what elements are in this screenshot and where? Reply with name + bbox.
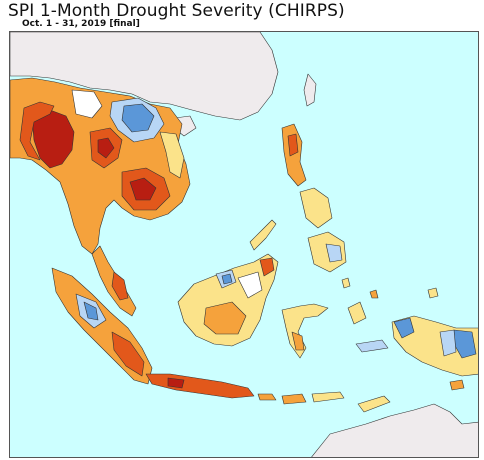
map-title: SPI 1-Month Drought Severity (CHIRPS) xyxy=(8,1,345,21)
palawan-island xyxy=(249,219,277,251)
bali-lombok-islands xyxy=(257,393,277,401)
thailand-extreme-patch xyxy=(97,137,115,159)
seram-island xyxy=(355,339,389,353)
halmahera-island xyxy=(347,301,367,325)
cambodia-extreme-patch xyxy=(129,177,157,201)
new-guinea-wet-ring xyxy=(439,329,457,357)
neutral-area-north xyxy=(71,89,103,119)
mindanao-wet-patch xyxy=(325,243,343,263)
luzon-island xyxy=(281,123,307,187)
australia-landmass xyxy=(311,403,478,457)
sulawesi-dry-patch xyxy=(291,331,305,351)
mindanao-island xyxy=(307,231,347,273)
small-island-3 xyxy=(427,287,439,299)
myanmar-dry-core xyxy=(31,109,75,169)
malay-dry-patch xyxy=(111,271,129,301)
small-island-2 xyxy=(369,289,379,299)
visayas-islands xyxy=(299,187,333,229)
borneo-wet-core xyxy=(221,273,233,285)
map-subtitle: Oct. 1 - 31, 2019 [final] xyxy=(22,19,140,29)
timor-island xyxy=(357,395,391,413)
flores-island xyxy=(311,391,345,403)
small-island-1 xyxy=(341,277,351,289)
borneo-severe-patch xyxy=(259,257,275,277)
small-island-4 xyxy=(449,379,465,391)
laos-wet-core xyxy=(121,103,155,133)
borneo-neutral-area xyxy=(237,271,263,299)
sumbawa-island xyxy=(281,393,307,405)
vietnam-coast-slight xyxy=(159,131,185,179)
luzon-severe-patch xyxy=(287,133,299,157)
taiwan-island xyxy=(303,73,317,107)
map-canvas xyxy=(10,32,478,457)
myanmar-severe-ring xyxy=(19,101,55,161)
sumatra-wet-core xyxy=(83,301,99,321)
sulawesi-island xyxy=(281,303,329,359)
china-landmass xyxy=(10,32,279,121)
sumatra-severe-patch xyxy=(111,331,145,377)
drought-map xyxy=(9,31,479,458)
borneo-dry-patch xyxy=(203,301,247,335)
java-extreme-patch xyxy=(167,377,185,389)
new-guinea-wet-west xyxy=(393,317,415,339)
